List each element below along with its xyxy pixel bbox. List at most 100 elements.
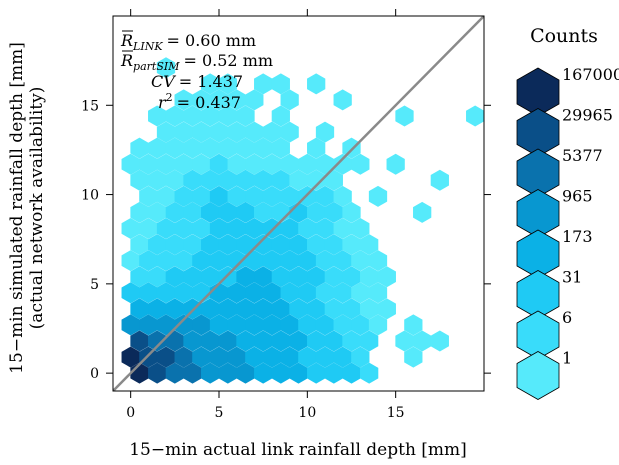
hexbin-cell [254,330,273,352]
hexbin-cell [227,185,246,207]
hexbin-cell [324,234,343,256]
hexbin-cell [174,250,193,272]
hexbin-cell [218,234,237,256]
hexbin-cell [209,89,229,111]
hexbin-cell [245,153,264,175]
hexbin-cell [148,298,167,320]
hexbin-cell [227,282,246,304]
y-tick-label: 15 [81,98,99,114]
hexbin-cell [121,282,140,304]
hexbin-cell [236,169,255,191]
hexbin-cell [271,330,290,352]
hexbin-cell [209,185,229,207]
legend-label: 31 [562,268,582,287]
hexbin-cell [333,218,352,239]
hexbin-cell [245,346,264,368]
hexbin-cell [174,185,193,207]
hexbin-cell [121,346,140,368]
hexbin-cell [156,314,176,336]
hexbin-cell [236,266,255,288]
hexbin-cell [192,153,211,175]
hexbin-cell [262,314,282,336]
hexbin-cell [165,298,184,320]
hexbin-cell [218,169,237,191]
hexbin-cell [395,105,414,127]
hexbin-cell [254,201,273,223]
hexbin-cell [209,121,229,143]
hexbin-cell [201,362,220,384]
hexbin-cell [342,298,361,320]
hexbin-cell [315,121,335,143]
hexbin-cell [227,89,246,111]
hexbin-cell [466,105,484,127]
legend-label: 29965 [562,106,613,125]
hexbin-cell [254,169,273,191]
hexbin-cell [227,218,246,239]
hexbin-cell [236,137,255,159]
hexbin-cell [209,153,229,175]
hexbin-cell [271,169,290,191]
hexbin-cell [165,266,184,288]
hexbin-cell [298,346,317,368]
hexbin-cell [227,346,246,368]
hexbin-cell [201,266,220,288]
hexbin-cell [148,105,167,127]
legend-swatch [516,351,560,400]
hexbin-cell [315,346,335,368]
hexbin-cell [156,346,176,368]
legend-label: 965 [562,187,593,206]
hexbin-cell [430,169,449,191]
hexbin-cell [139,282,158,304]
legend: Counts 167000 29965 5377 965 173 31 6 1 [516,25,619,400]
hexbin-cell [156,57,176,79]
hexbin-cell [156,185,176,207]
hexbin-cell [271,266,290,288]
hexbin-cell [254,234,273,256]
hexbin-cell [280,250,299,272]
hexbin-cell [201,298,220,320]
hexbin-cell [333,153,352,175]
hexbin-cell [183,169,202,191]
hexbin-cell [386,153,405,175]
hexbin-cell [307,73,326,95]
hexbin-cell [368,185,388,207]
hexbin-cell [351,314,370,336]
hexbin-cell [262,346,282,368]
hexbin-cell [360,330,379,352]
hexbin-cell [227,121,246,143]
hexbin-cell [324,266,343,288]
hexbin-cell [298,282,317,304]
hexbin-cell [298,314,317,336]
hexbin-cell [245,89,264,111]
hexbin-cell [280,121,299,143]
x-tick-label: 10 [298,405,316,421]
hexbin-cell [148,137,167,159]
hexbin-cell [342,330,361,352]
hexbin-cell [307,266,326,288]
hexbin-cell [342,234,361,256]
hexbin-cell [262,250,282,272]
y-axis-title-line2: (actual network availability) [27,87,47,330]
hexbin-cell [165,137,184,159]
hexbin-cell [121,153,140,175]
hexbin-cell [324,362,343,384]
hexbin-cell [130,298,149,320]
hexbin-cell [156,121,176,143]
hexbin-cell [254,73,273,95]
hexbin-cell [280,89,299,111]
hexbin-cell [351,153,370,175]
hexbin-cell [174,153,193,175]
hexbin-cell [324,330,343,352]
x-tick-label: 5 [215,405,224,421]
hexbin-cell [333,282,352,304]
hexbin-cell [307,362,326,384]
legend-title: Counts [530,25,598,47]
hexbin-cell [130,266,149,288]
hexbin-cell [218,137,237,159]
hexbin-cell [174,282,193,304]
hexbin-cell [174,89,193,111]
hexbin-cell [130,169,149,191]
hexbin-cell [360,234,379,256]
